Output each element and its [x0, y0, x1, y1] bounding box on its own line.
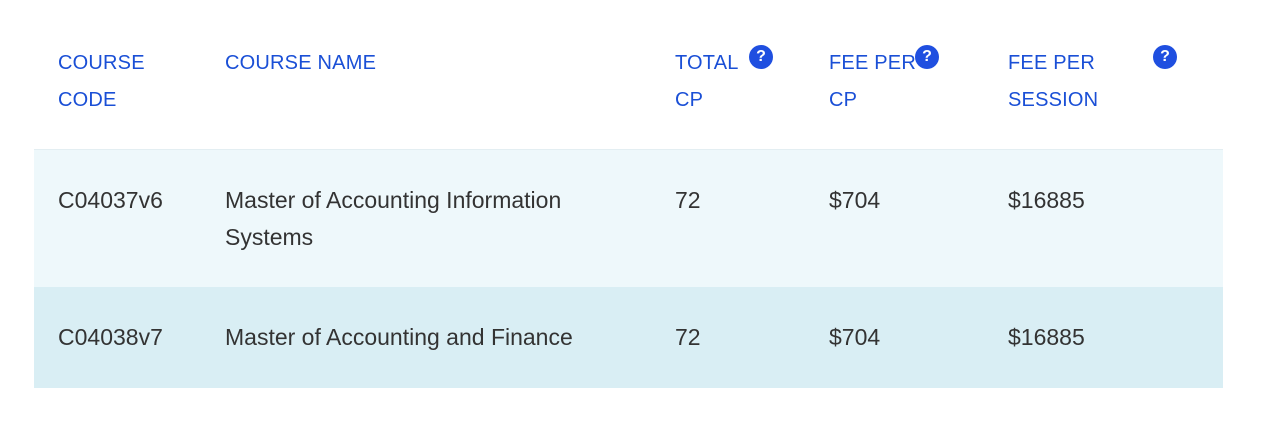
- course-name-line1: Master of Accounting Information: [225, 187, 562, 213]
- header-fee-per-cp-line2: CP: [829, 89, 858, 111]
- total-cp-cell: 72: [675, 187, 701, 213]
- course-name-cell: Master of Accounting Information Systems: [201, 150, 651, 256]
- header-fee-per-cp: FEE PER CP ?: [805, 45, 984, 119]
- header-total-cp-line2: CP: [675, 89, 704, 111]
- header-course-code: COURSE CODE: [34, 45, 201, 119]
- fee-per-session-cell: $16885: [1008, 187, 1085, 213]
- header-total-cp-line1: TOTAL: [675, 52, 739, 74]
- header-total-cp: TOTAL CP ?: [651, 45, 805, 119]
- header-course-code-line2: CODE: [58, 89, 117, 111]
- header-course-name-label: COURSE NAME: [225, 52, 377, 74]
- help-icon[interactable]: ?: [915, 45, 939, 69]
- table-row: C04038v7 Master of Accounting and Financ…: [34, 287, 1223, 388]
- total-cp-cell: 72: [675, 324, 701, 350]
- header-fee-per-session-line2: SESSION: [1008, 89, 1099, 111]
- header-fee-per-session-line1: FEE PER: [1008, 52, 1095, 74]
- help-icon[interactable]: ?: [1153, 45, 1177, 69]
- fee-per-cp-cell: $704: [829, 187, 881, 213]
- course-name-line2: Systems: [225, 224, 314, 250]
- table-header-row: COURSE CODE COURSE NAME TOTAL CP ? FEE P…: [34, 0, 1223, 150]
- header-fee-per-session: FEE PER SESSION ?: [984, 45, 1223, 119]
- course-code-cell: C04038v7: [58, 324, 163, 350]
- course-code-cell: C04037v6: [58, 187, 163, 213]
- course-fees-table: COURSE CODE COURSE NAME TOTAL CP ? FEE P…: [34, 0, 1223, 388]
- header-course-code-line1: COURSE: [58, 52, 145, 74]
- header-course-name: COURSE NAME: [201, 45, 651, 82]
- fee-per-cp-cell: $704: [829, 324, 881, 350]
- fee-per-session-cell: $16885: [1008, 324, 1085, 350]
- table-row: C04037v6 Master of Accounting Informatio…: [34, 150, 1223, 287]
- header-fee-per-cp-line1: FEE PER: [829, 52, 916, 74]
- help-icon[interactable]: ?: [749, 45, 773, 69]
- course-name-cell: Master of Accounting and Finance: [225, 324, 573, 350]
